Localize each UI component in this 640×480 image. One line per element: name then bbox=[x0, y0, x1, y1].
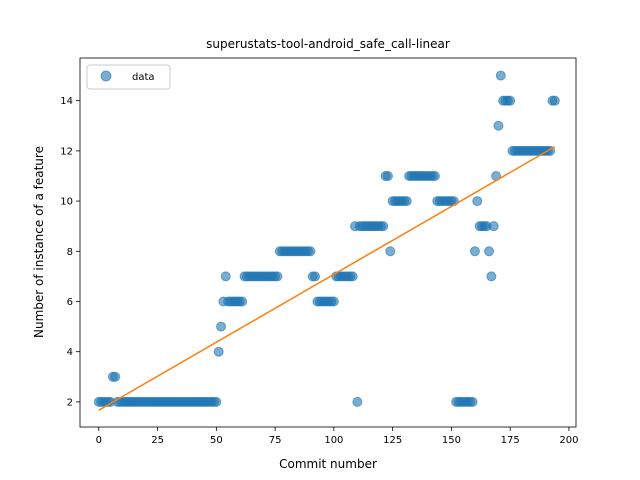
y-tick-label: 8 bbox=[67, 247, 73, 258]
data-point bbox=[237, 296, 248, 307]
data-point bbox=[484, 246, 495, 257]
y-tick-label: 14 bbox=[60, 96, 73, 107]
x-tick-label: 100 bbox=[324, 435, 343, 446]
x-tick-label: 50 bbox=[210, 435, 223, 446]
data-point bbox=[505, 95, 516, 106]
x-tick-label: 175 bbox=[501, 435, 520, 446]
data-point bbox=[378, 221, 389, 232]
plot-frame bbox=[79, 57, 577, 428]
data-point bbox=[220, 271, 231, 282]
chart-title: superustats-tool-android_safe_call-linea… bbox=[206, 37, 450, 51]
data-point bbox=[549, 95, 560, 106]
data-point bbox=[213, 346, 224, 357]
data-point bbox=[347, 271, 358, 282]
y-tick-label: 12 bbox=[60, 146, 73, 157]
data-point bbox=[385, 246, 396, 257]
data-point bbox=[486, 271, 497, 282]
data-point bbox=[429, 170, 440, 181]
data-point bbox=[382, 170, 393, 181]
data-point bbox=[493, 120, 504, 131]
data-point bbox=[328, 296, 339, 307]
y-tick-label: 6 bbox=[67, 297, 73, 308]
x-tick-label: 25 bbox=[151, 435, 164, 446]
x-tick-label: 75 bbox=[269, 435, 282, 446]
x-tick-label: 200 bbox=[559, 435, 578, 446]
legend-marker bbox=[100, 70, 112, 82]
data-point bbox=[110, 371, 121, 382]
data-point bbox=[272, 271, 283, 282]
x-tick-label: 0 bbox=[96, 435, 102, 446]
data-point bbox=[216, 321, 227, 332]
data-point bbox=[211, 396, 222, 407]
data-point bbox=[401, 196, 412, 207]
data-point bbox=[352, 396, 363, 407]
plot-layer bbox=[93, 70, 560, 411]
x-axis-label: Commit number bbox=[279, 457, 377, 471]
legend-label: data bbox=[132, 72, 155, 83]
y-axis-label: Number of instance of a feature bbox=[32, 146, 46, 338]
data-point bbox=[467, 396, 478, 407]
data-point bbox=[305, 246, 316, 257]
y-tick-label: 2 bbox=[67, 397, 73, 408]
legend-box bbox=[86, 64, 171, 90]
data-point bbox=[469, 246, 480, 257]
x-tick-label: 150 bbox=[442, 435, 461, 446]
x-tick-label: 125 bbox=[383, 435, 402, 446]
data-point bbox=[472, 196, 483, 207]
fit-line bbox=[98, 145, 556, 411]
data-point bbox=[310, 271, 321, 282]
data-point bbox=[495, 70, 506, 81]
data-point bbox=[488, 221, 499, 232]
y-tick-label: 4 bbox=[67, 347, 73, 358]
legend: data bbox=[86, 64, 171, 90]
y-tick-label: 10 bbox=[60, 197, 73, 208]
